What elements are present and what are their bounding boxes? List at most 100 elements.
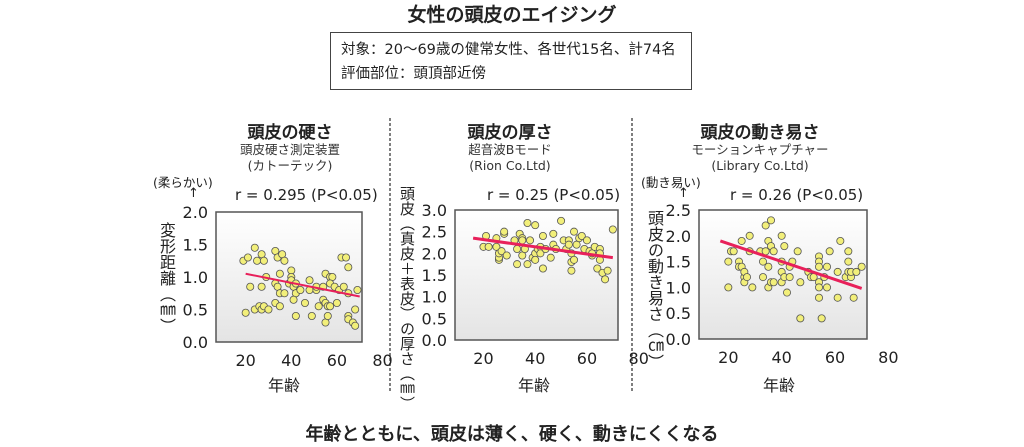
data-point	[344, 263, 353, 272]
data-point	[513, 244, 522, 253]
data-point	[777, 231, 786, 240]
panel-2-device: 超音波Bモード	[468, 142, 552, 157]
x-tick-label: 40	[281, 351, 301, 370]
data-point	[852, 267, 861, 276]
data-point	[825, 247, 834, 256]
panel-2-title: 頭皮の厚さ	[467, 123, 553, 143]
data-point	[759, 257, 768, 266]
data-point	[577, 231, 586, 240]
data-point	[339, 282, 348, 291]
y-tick-label: 2.0	[422, 244, 447, 263]
data-point	[793, 247, 802, 256]
y-tick-label: 0.0	[183, 333, 208, 352]
trend-line	[719, 239, 863, 290]
y-tick-label: 1.0	[183, 268, 208, 287]
y-tick-label: 3.0	[422, 201, 447, 220]
panel-3-ylabel: 頭皮の動き易さ（㎝）	[645, 210, 664, 370]
data-point	[815, 262, 824, 271]
panel-2-maker: (Rion Co.Ltd)	[469, 158, 551, 173]
data-point	[351, 305, 360, 314]
data-point	[815, 283, 824, 292]
data-point	[748, 283, 757, 292]
y-tick-label: 1.5	[183, 236, 208, 255]
study-site: 評価部位：頭頂部近傍	[341, 66, 486, 82]
panel-1-device: 頭皮硬さ測定装置	[239, 142, 340, 157]
data-point	[724, 257, 733, 266]
x-tick-label: 20	[235, 351, 255, 370]
y-tick-label: 1.5	[422, 266, 447, 285]
data-point	[769, 278, 778, 287]
x-tick-label: 80	[878, 348, 898, 367]
panel-3-correlation: r = 0.26 (P<0.05)	[730, 186, 864, 204]
data-point	[531, 221, 540, 230]
trend-line	[472, 236, 614, 260]
panel-3-plot: 0.0 0.5 1.0 1.5 2.0 2.5 20 40 60 80	[666, 201, 899, 367]
data-point	[536, 249, 545, 258]
panel-2-xlabel: 年齢	[518, 376, 551, 395]
panel-3-maker: (Library Co.Ltd)	[711, 158, 809, 173]
trend-line	[245, 272, 360, 298]
data-point	[570, 227, 579, 236]
data-point	[502, 251, 511, 260]
figure-conclusion: 年齢とともに、頭皮は薄く、硬く、動きにくくなる	[305, 424, 719, 445]
data-point	[783, 288, 792, 297]
data-point	[759, 273, 768, 282]
data-point	[729, 247, 738, 256]
data-point	[769, 247, 778, 256]
panel-1-plot: 0.0 0.5 1.0 1.5 2.0 20 40 60 80	[183, 203, 393, 370]
y-tick-label: 0.0	[666, 330, 691, 349]
y-tick-label: 0.5	[183, 301, 208, 320]
panel-3-device: モーションキャプチャー	[691, 142, 829, 157]
panel-3-direction-note: (動き易い)	[641, 175, 701, 190]
data-point	[796, 314, 805, 323]
panel-1-ylabel: 変形距離（㎜）	[157, 222, 176, 334]
data-point	[332, 298, 341, 307]
x-tick-label: 20	[718, 348, 738, 367]
data-point	[833, 293, 842, 302]
panel-1-correlation: r = 0.295 (P<0.05)	[235, 186, 378, 204]
data-point	[849, 293, 858, 302]
data-point	[764, 262, 773, 271]
data-point	[743, 273, 752, 282]
data-point	[844, 257, 853, 266]
data-point	[833, 267, 842, 276]
panel-2-ylabel: 頭皮（真皮＋表皮）の厚さ（㎜）	[398, 186, 416, 411]
data-point	[761, 221, 770, 230]
data-point	[497, 247, 506, 256]
data-point	[280, 256, 289, 265]
data-point	[275, 269, 284, 278]
data-point	[538, 231, 547, 240]
data-point	[523, 218, 532, 227]
y-tick-label: 0.5	[422, 309, 447, 328]
study-subjects: 対象：20〜69歳の健常女性、各世代15名、計74名	[341, 42, 676, 58]
panel-1-title: 頭皮の硬さ	[247, 123, 333, 143]
data-point	[767, 216, 776, 225]
data-point	[523, 260, 532, 269]
data-point	[603, 266, 612, 275]
data-point	[531, 255, 540, 264]
panel-1-maker: (カトーテック)	[247, 158, 333, 173]
data-point	[567, 266, 576, 275]
x-tick-label: 80	[372, 351, 392, 370]
data-point	[518, 236, 527, 245]
data-point	[593, 264, 602, 273]
data-point	[291, 311, 300, 320]
data-point	[500, 227, 509, 236]
data-point	[823, 283, 832, 292]
data-point	[857, 262, 866, 271]
data-point	[570, 255, 579, 264]
data-point	[241, 308, 250, 317]
data-point	[582, 236, 591, 245]
data-point	[796, 278, 805, 287]
panel-2-correlation: r = 0.25 (P<0.05)	[487, 186, 621, 204]
x-tick-label: 80	[629, 349, 649, 368]
data-point	[601, 275, 610, 284]
data-point	[817, 314, 826, 323]
panel-2-plot: 0.0 0.5 1.0 1.5 2.0 2.5 3.0 20 40 60 80	[422, 201, 649, 368]
x-tick-label: 60	[825, 348, 845, 367]
data-point	[823, 262, 832, 271]
data-point	[737, 236, 746, 245]
data-point	[253, 256, 262, 265]
data-point	[323, 311, 332, 320]
data-point	[305, 276, 314, 285]
